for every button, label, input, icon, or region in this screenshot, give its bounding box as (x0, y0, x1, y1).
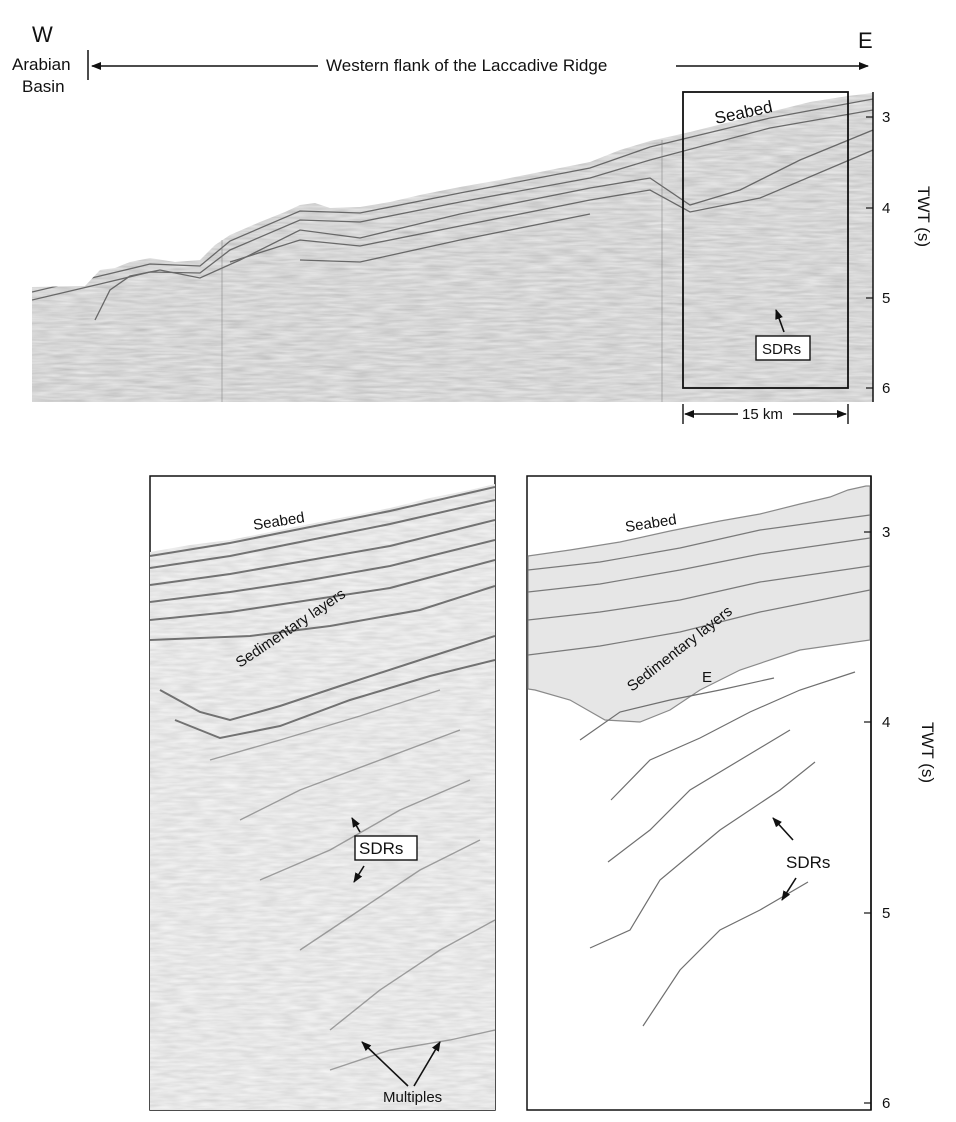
lower-left-sdrs-box (354, 835, 418, 861)
multiples-label: Multiples (383, 1089, 442, 1106)
ridge-label: Western flank of the Laccadive Ridge (326, 56, 607, 75)
zoomed-seismic-section (149, 475, 496, 1111)
e-reflector-label: E (702, 669, 712, 686)
top-axis-title: TWT (s) (914, 186, 933, 247)
top-twt-axis (866, 92, 874, 402)
top-sdrs-box (755, 335, 811, 361)
multiples-arrow-right (413, 1041, 441, 1087)
scale-bar-label: 15 km (742, 406, 783, 423)
top-sdrs-arrow (775, 309, 785, 333)
basin-label-line1: Arabian (12, 55, 71, 74)
lower-twt-axis (864, 476, 872, 1110)
interpretation-panel (526, 475, 872, 1111)
lower-tick-6: 6 (882, 1095, 890, 1112)
lower-tick-3: 3 (882, 524, 890, 541)
top-tick-5: 5 (882, 290, 890, 307)
top-sdrs-label: SDRs (762, 341, 801, 358)
lower-right-sdrs-label: SDRs (786, 853, 830, 872)
top-seismic-section (32, 91, 873, 402)
scale-bar (682, 404, 849, 424)
lower-right-sdrs-arrow-up (772, 817, 794, 841)
top-tick-3: 3 (882, 109, 890, 126)
west-label: W (32, 22, 53, 47)
lower-left-sdrs-arrow-down (353, 865, 365, 883)
zoom-box (682, 91, 849, 389)
top-tick-4: 4 (882, 200, 890, 217)
top-tick-6: 6 (882, 380, 890, 397)
lower-left-sdrs-label: SDRs (359, 839, 403, 858)
lower-right-sdrs-arrow-down (781, 877, 797, 901)
multiples-arrow-left (361, 1041, 409, 1087)
east-label: E (858, 28, 873, 53)
lower-axis-title: TWT (s) (918, 722, 937, 783)
basin-label-line2: Basin (22, 77, 65, 96)
lower-left-sdrs-arrow-up (351, 817, 361, 833)
lower-tick-4: 4 (882, 714, 890, 731)
lower-tick-5: 5 (882, 905, 890, 922)
